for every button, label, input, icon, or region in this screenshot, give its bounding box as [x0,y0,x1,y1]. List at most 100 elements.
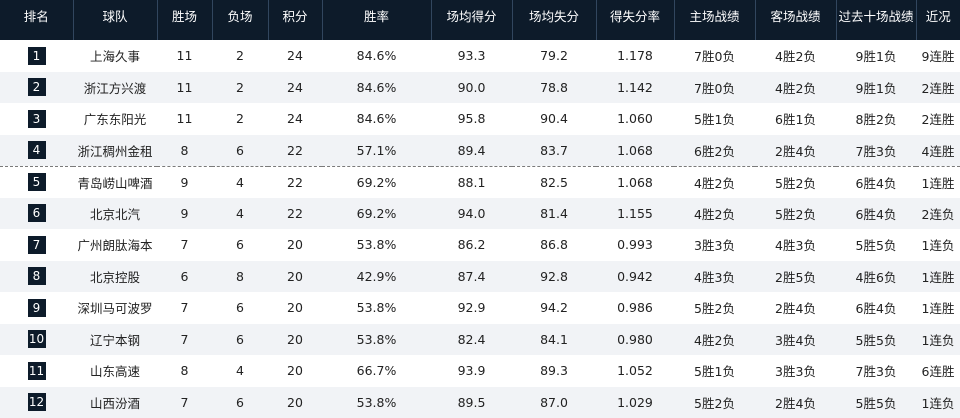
cell-losses: 6 [212,387,268,418]
cell-win-pct: 84.6% [322,40,431,72]
cell-losses: 4 [212,355,268,387]
cell-losses: 6 [212,292,268,324]
header-win-pct[interactable]: 胜率 [322,0,431,40]
cell-wins: 7 [157,292,212,324]
cell-team-name[interactable]: 北京控股 [73,261,157,293]
cell-points: 20 [268,261,322,293]
header-rank[interactable]: 排名 [0,0,73,40]
cell-last-ten: 4胜6负 [836,261,916,293]
cell-point-ratio: 0.993 [596,229,674,261]
header-losses[interactable]: 负场 [212,0,268,40]
cell-away-record: 5胜2负 [755,198,836,230]
rank-badge: 7 [28,236,46,254]
cell-team-name[interactable]: 深圳马可波罗 [73,292,157,324]
cell-wins: 7 [157,229,212,261]
rank-badge: 2 [28,78,46,96]
cell-point-ratio: 1.029 [596,387,674,418]
header-away-record[interactable]: 客场战绩 [755,0,836,40]
cell-losses: 4 [212,166,268,198]
cell-win-pct: 53.8% [322,324,431,356]
cell-points: 24 [268,103,322,135]
cell-team-name[interactable]: 广东东阳光 [73,103,157,135]
cell-away-record: 2胜4负 [755,292,836,324]
cell-last-ten: 6胜4负 [836,166,916,198]
header-home-record[interactable]: 主场战绩 [674,0,755,40]
cell-team-name[interactable]: 上海久事 [73,40,157,72]
cell-away-record: 2胜4负 [755,387,836,418]
cell-home-record: 5胜2负 [674,387,755,418]
cell-team-name[interactable]: 辽宁本钢 [73,324,157,356]
cell-rank: 6 [0,198,73,230]
header-opp-ppg[interactable]: 场均失分 [512,0,596,40]
cell-streak: 9连胜 [916,40,960,72]
cell-team-name[interactable]: 北京北汽 [73,198,157,230]
rank-badge: 10 [28,330,46,348]
header-team[interactable]: 球队 [73,0,157,40]
cell-home-record: 4胜2负 [674,166,755,198]
cell-away-record: 2胜5负 [755,261,836,293]
cell-ppg: 82.4 [431,324,512,356]
cell-rank: 7 [0,229,73,261]
cell-opp-ppg: 79.2 [512,40,596,72]
cell-win-pct: 84.6% [322,72,431,104]
cell-rank: 4 [0,135,73,167]
cell-points: 20 [268,355,322,387]
header-points[interactable]: 积分 [268,0,322,40]
cell-win-pct: 69.2% [322,198,431,230]
cell-ppg: 86.2 [431,229,512,261]
rank-badge: 4 [28,141,46,159]
cell-opp-ppg: 78.8 [512,72,596,104]
header-row: 排名 球队 胜场 负场 积分 胜率 场均得分 场均失分 得失分率 主场战绩 客场… [0,0,960,40]
cell-rank: 12 [0,387,73,418]
cell-last-ten: 6胜4负 [836,292,916,324]
cell-rank: 8 [0,261,73,293]
cell-home-record: 7胜0负 [674,40,755,72]
cell-team-name[interactable]: 广州朗肽海本 [73,229,157,261]
cell-points: 20 [268,324,322,356]
header-streak[interactable]: 近况 [916,0,960,40]
cell-last-ten: 7胜3负 [836,135,916,167]
cell-streak: 6连胜 [916,355,960,387]
cell-team-name[interactable]: 浙江方兴渡 [73,72,157,104]
header-point-ratio[interactable]: 得失分率 [596,0,674,40]
cell-points: 24 [268,40,322,72]
header-ppg[interactable]: 场均得分 [431,0,512,40]
cell-wins: 7 [157,324,212,356]
cell-team-name[interactable]: 山东高速 [73,355,157,387]
rank-badge: 5 [28,173,46,191]
cell-away-record: 6胜1负 [755,103,836,135]
header-last-ten[interactable]: 过去十场战绩 [836,0,916,40]
cell-team-name[interactable]: 浙江稠州金租 [73,135,157,167]
cell-team-name[interactable]: 青岛崂山啤酒 [73,166,157,198]
cell-opp-ppg: 92.8 [512,261,596,293]
cell-home-record: 5胜2负 [674,292,755,324]
cell-points: 24 [268,72,322,104]
cell-points: 22 [268,198,322,230]
cell-win-pct: 42.9% [322,261,431,293]
cell-away-record: 4胜3负 [755,229,836,261]
cell-point-ratio: 1.178 [596,40,674,72]
cell-ppg: 92.9 [431,292,512,324]
cell-last-ten: 9胜1负 [836,72,916,104]
cell-away-record: 5胜2负 [755,166,836,198]
cell-point-ratio: 1.155 [596,198,674,230]
cell-team-name[interactable]: 山西汾酒 [73,387,157,418]
cell-streak: 4连胜 [916,135,960,167]
cell-last-ten: 7胜3负 [836,355,916,387]
cell-win-pct: 53.8% [322,229,431,261]
rank-badge: 11 [28,362,46,380]
header-wins[interactable]: 胜场 [157,0,212,40]
